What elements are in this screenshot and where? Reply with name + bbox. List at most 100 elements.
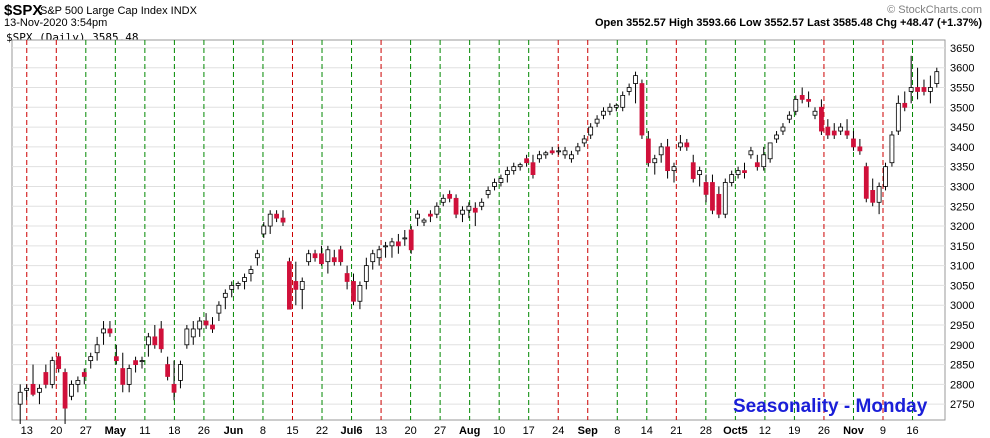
candle-down [203, 320, 209, 326]
candle-up [537, 154, 542, 160]
candle-up [415, 213, 420, 219]
x-tick-label: 21 [670, 425, 682, 437]
candle-down [338, 249, 344, 263]
candle-up [883, 166, 888, 187]
candle-down [133, 360, 138, 365]
candle-down [684, 142, 690, 148]
candle-down [844, 130, 850, 136]
candle-down [274, 213, 279, 219]
candle-up [229, 285, 235, 290]
candle-down [447, 193, 453, 199]
candle-up [37, 387, 42, 393]
candle-up [934, 71, 940, 84]
x-tick-label: Sep [578, 425, 598, 437]
candle-up [562, 150, 568, 156]
candle-down [43, 372, 49, 385]
y-tick-label: 3450 [950, 122, 974, 134]
candle-down [549, 150, 555, 154]
candle-down [665, 146, 670, 172]
candle-up [197, 320, 203, 330]
candle-up [440, 197, 446, 203]
x-tick-label: 19 [788, 425, 800, 437]
candle-up [17, 391, 23, 405]
x-tick-label: 17 [523, 425, 535, 437]
candle-up [767, 142, 773, 160]
y-tick-label: 3100 [950, 261, 974, 273]
candle-down [331, 257, 337, 263]
candle-up [190, 328, 196, 338]
candle-down [819, 106, 824, 132]
candle-up [569, 154, 574, 160]
x-tick-label: Nov [843, 425, 865, 437]
candle-up [620, 95, 626, 108]
candle-up [774, 134, 779, 140]
candle-down [857, 146, 863, 152]
candle-down [56, 356, 62, 369]
y-tick-label: 3550 [950, 83, 974, 95]
candle-up [485, 190, 491, 195]
candle-up [254, 253, 260, 259]
candle-up [876, 186, 882, 203]
x-tick-label: 10 [493, 425, 505, 437]
candle-up [126, 368, 132, 385]
candle-up [895, 102, 901, 132]
x-tick-label: 16 [906, 425, 918, 437]
candle-down [825, 126, 831, 136]
candle-up [652, 158, 658, 164]
candle-down [312, 253, 318, 259]
candle-up [658, 146, 664, 156]
x-tick-label: 18 [168, 425, 180, 437]
candle-down [799, 95, 805, 100]
candle-up [222, 292, 228, 298]
candle-up [178, 364, 183, 381]
y-tick-label: 3000 [950, 300, 974, 312]
candle-down [806, 98, 811, 102]
candle-down [915, 87, 920, 92]
candle-up [248, 269, 254, 274]
candle-down [210, 324, 215, 330]
candle-down [921, 87, 927, 92]
candle-down [344, 273, 350, 282]
candle-down [472, 207, 478, 213]
plot-area [11, 39, 946, 421]
candle-up [613, 104, 619, 108]
candle-down [453, 197, 459, 215]
candle-down [158, 328, 164, 350]
candle-up [402, 237, 408, 240]
candle-up [908, 87, 914, 92]
candle-down [395, 241, 401, 247]
candle-down [524, 158, 529, 164]
candle-up [671, 166, 677, 172]
candle-down [280, 217, 286, 223]
x-tick-label: 28 [700, 425, 712, 437]
y-tick-label: 3200 [950, 221, 974, 233]
candle-down [902, 102, 908, 108]
candle-down [710, 182, 715, 211]
candle-up [722, 182, 728, 215]
candle-up [492, 182, 497, 187]
candle-up [761, 154, 767, 168]
x-tick-label: 11 [139, 425, 150, 437]
candle-down [62, 372, 68, 409]
candle-up [242, 277, 247, 282]
candle-up [383, 245, 388, 248]
candle-down [754, 162, 760, 168]
candle-down [30, 383, 36, 395]
candle-down [530, 162, 536, 175]
ticker-symbol: $SPX [4, 2, 43, 19]
y-tick-label: 2750 [950, 399, 974, 411]
candle-up [581, 138, 587, 144]
x-tick-label: 26 [818, 425, 830, 437]
y-tick-label: 2850 [950, 360, 974, 372]
candle-up [601, 110, 606, 116]
candle-up [498, 178, 504, 183]
candle-down [645, 138, 651, 164]
candle-up [479, 201, 485, 207]
chart-datetime: 13-Nov-2020 3:54pm [4, 17, 108, 29]
x-tick-label: 22 [316, 425, 328, 437]
candle-up [216, 304, 222, 314]
candle-up [49, 360, 55, 385]
x-tick-label: 8 [260, 425, 266, 437]
candle-up [184, 328, 190, 346]
candle-up [607, 106, 613, 112]
